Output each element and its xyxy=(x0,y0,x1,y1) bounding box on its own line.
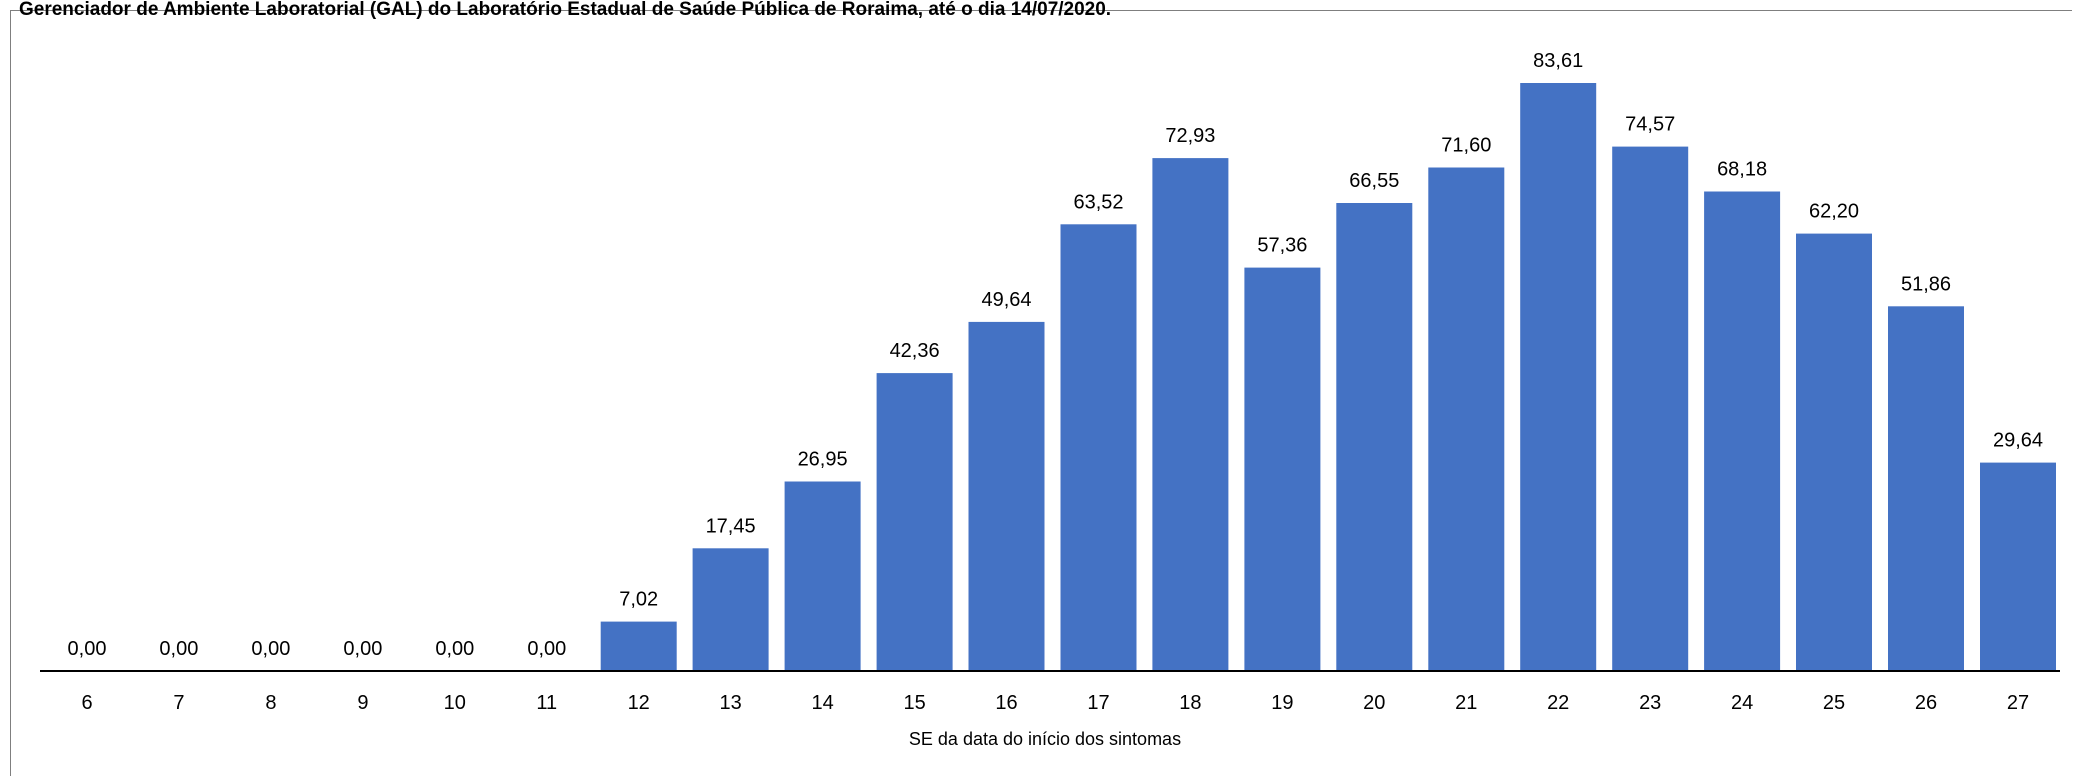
chart-caption: Gerenciador de Ambiente Laboratorial (GA… xyxy=(19,0,1112,20)
data-label-8: 0,00 xyxy=(251,638,290,660)
tick-label-22: 22 xyxy=(1547,692,1569,714)
bar-16 xyxy=(968,321,1045,671)
data-label-27: 29,64 xyxy=(1993,430,2043,452)
data-label-17: 63,52 xyxy=(1073,191,1123,213)
data-label-10: 0,00 xyxy=(435,638,474,660)
tick-label-20: 20 xyxy=(1363,692,1385,714)
tick-label-21: 21 xyxy=(1455,692,1477,714)
bar-19 xyxy=(1244,267,1321,671)
tick-label-10: 10 xyxy=(444,692,466,714)
tick-label-15: 15 xyxy=(903,692,925,714)
tick-label-12: 12 xyxy=(628,692,650,714)
data-label-13: 17,45 xyxy=(706,515,756,537)
data-label-24: 68,18 xyxy=(1717,159,1767,181)
data-label-16: 49,64 xyxy=(981,289,1031,311)
bar-27 xyxy=(1980,462,2056,671)
data-label-18: 72,93 xyxy=(1165,125,1215,147)
data-label-12: 7,02 xyxy=(619,589,658,611)
data-label-11: 0,00 xyxy=(527,638,566,660)
data-label-7: 0,00 xyxy=(159,638,198,660)
data-label-6: 0,00 xyxy=(68,638,107,660)
tick-labels-group: 6 7 8 9 10 11 12 13 14 15 16 17 18 19 20 21 22 23 24 25 26 27 xyxy=(81,692,2029,714)
tick-label-26: 26 xyxy=(1915,692,1937,714)
data-label-21: 71,60 xyxy=(1441,135,1491,157)
bar-23 xyxy=(1612,146,1689,672)
bar-14 xyxy=(784,481,861,671)
chart-frame: Gerenciador de Ambiente Laboratorial (GA… xyxy=(10,0,2072,776)
data-label-15: 42,36 xyxy=(890,340,940,362)
tick-label-8: 8 xyxy=(265,692,276,714)
bar-18 xyxy=(1152,158,1229,672)
tick-label-23: 23 xyxy=(1639,692,1661,714)
tick-label-13: 13 xyxy=(719,692,741,714)
tick-label-6: 6 xyxy=(81,692,92,714)
bar-12 xyxy=(600,621,677,671)
data-labels-group: 0,00 0,00 0,00 0,00 0,00 0,00 7,02 17,45 26,95 42… xyxy=(68,50,2044,660)
tick-label-9: 9 xyxy=(357,692,368,714)
tick-label-27: 27 xyxy=(2007,692,2029,714)
data-label-20: 66,55 xyxy=(1349,170,1399,192)
bar-15 xyxy=(876,373,953,671)
x-axis-title: SE da data do início dos sintomas xyxy=(909,729,1181,749)
bar-22 xyxy=(1520,83,1597,671)
tick-label-7: 7 xyxy=(173,692,184,714)
data-label-14: 26,95 xyxy=(798,449,848,471)
data-label-26: 51,86 xyxy=(1901,273,1951,295)
tick-label-24: 24 xyxy=(1731,692,1753,714)
bar-25 xyxy=(1796,233,1872,671)
data-label-25: 62,20 xyxy=(1809,201,1859,223)
data-label-23: 74,57 xyxy=(1625,114,1675,136)
tick-label-19: 19 xyxy=(1271,692,1293,714)
tick-label-14: 14 xyxy=(811,692,833,714)
tick-label-16: 16 xyxy=(995,692,1017,714)
bars-group xyxy=(600,83,2056,672)
bar-21 xyxy=(1428,167,1505,671)
tick-label-17: 17 xyxy=(1087,692,1109,714)
tick-label-18: 18 xyxy=(1179,692,1201,714)
bar-17 xyxy=(1060,224,1137,672)
data-label-22: 83,61 xyxy=(1533,50,1583,72)
data-label-19: 57,36 xyxy=(1257,235,1307,257)
bar-20 xyxy=(1336,203,1413,671)
data-label-9: 0,00 xyxy=(343,638,382,660)
bar-13 xyxy=(692,548,769,671)
bar-26 xyxy=(1888,306,1964,671)
bar-24 xyxy=(1704,191,1781,671)
tick-label-11: 11 xyxy=(536,692,557,714)
tick-label-25: 25 xyxy=(1823,692,1845,714)
